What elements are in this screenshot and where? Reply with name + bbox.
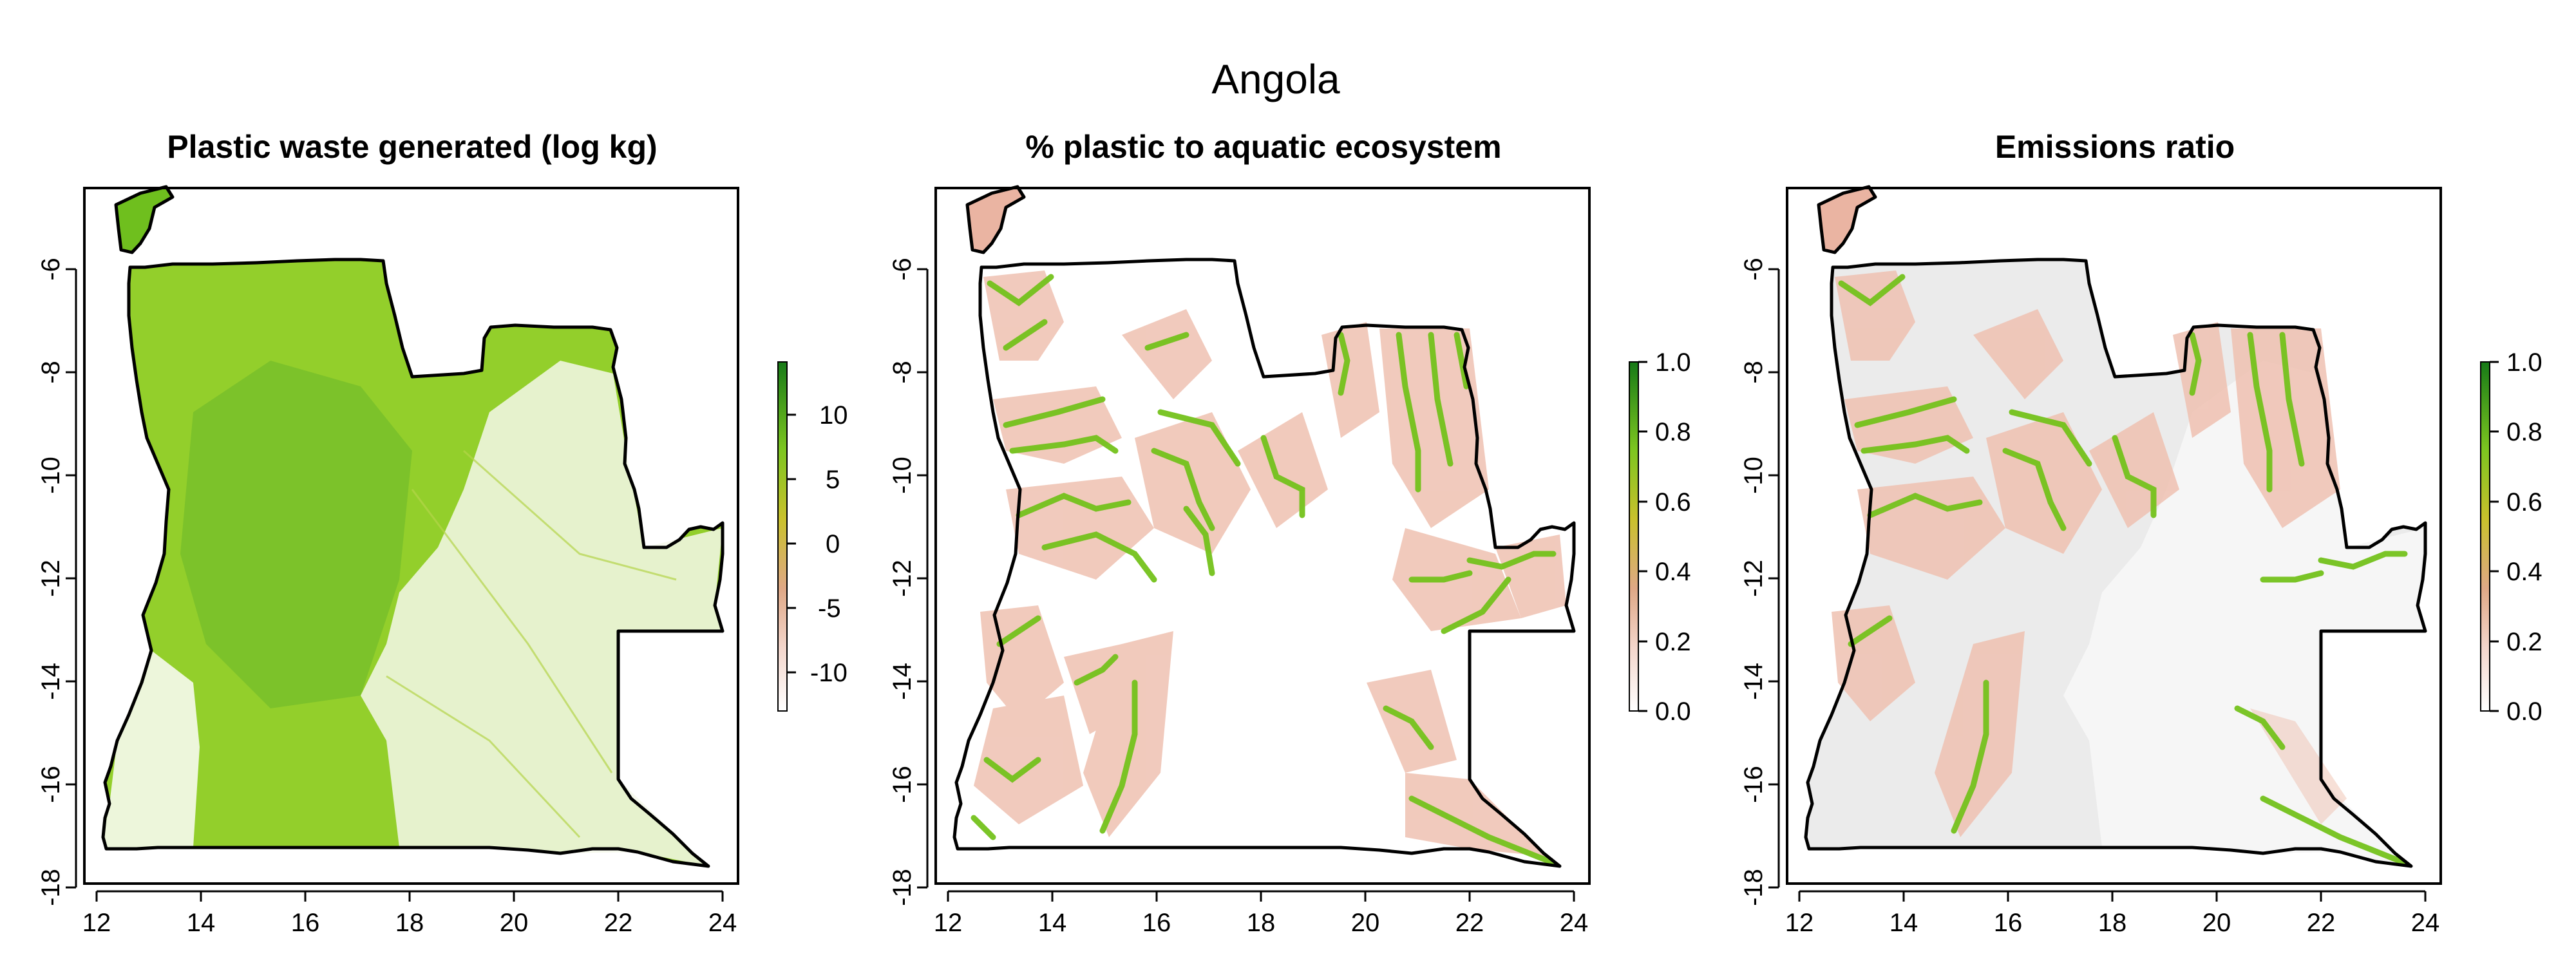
green-lines: [386, 450, 677, 838]
x-tick-label: 22: [1455, 909, 1484, 937]
y-tick-label: -12: [37, 560, 65, 597]
x-tick-label: 18: [1247, 909, 1276, 937]
y-tick-label: -18: [1739, 869, 1768, 906]
figure-title: Angola: [1211, 56, 1340, 102]
x-tick-label: 16: [1994, 909, 2023, 937]
sparse-region-sw: [103, 650, 200, 849]
legend-tick-label: 0.0: [1655, 697, 1691, 726]
plot-frame: [83, 187, 739, 885]
x-tick-label: 14: [1889, 909, 1918, 937]
legend-tick-label: 0.8: [2506, 418, 2543, 446]
color-legend: 1.0 0.8 0.6 0.4 0.2 0.0: [2480, 348, 2543, 726]
y-tick-label: -18: [37, 869, 65, 906]
y-tick-label: -12: [1739, 560, 1768, 597]
x-tick-label: 12: [82, 909, 111, 937]
color-legend: 10 5 0 -5 -10: [777, 361, 848, 712]
panel-aquatic-percent: % plastic to aquatic ecosystem: [888, 129, 1691, 937]
x-axis: 12 14 16 18 20 22 24: [82, 890, 737, 937]
y-tick-label: -16: [888, 766, 916, 803]
y-tick-label: -14: [1739, 663, 1768, 700]
map-area: [1806, 187, 2425, 866]
river-halos: [1832, 270, 2347, 837]
panel-plastic-waste: Plastic waste generated (log kg) 12 14 1…: [37, 129, 848, 937]
x-tick-label: 20: [500, 909, 529, 937]
legend-colorbar: [777, 361, 788, 712]
panel-title: % plastic to aquatic ecosystem: [1025, 129, 1501, 165]
x-tick-label: 24: [1560, 909, 1589, 937]
panel-emissions-ratio: Emissions ratio: [1739, 129, 2543, 937]
y-tick-label: -8: [888, 361, 916, 384]
x-axis: 12 14 16 18 20 22 24: [1785, 890, 2440, 937]
legend-tick-label: 1.0: [1655, 348, 1691, 377]
x-tick-label: 16: [291, 909, 320, 937]
map-area: [103, 187, 723, 866]
plot-frame: [1786, 187, 2442, 885]
legend-tick-label: 0.4: [1655, 558, 1691, 586]
y-tick-label: -6: [37, 258, 65, 281]
legend-colorbar: [1629, 361, 1639, 712]
legend-tick-label: -10: [810, 659, 848, 687]
y-axis: -6 -8 -10 -12 -14 -16 -18: [888, 258, 929, 906]
x-tick-label: 22: [604, 909, 633, 937]
x-tick-label: 24: [2411, 909, 2440, 937]
x-tick-label: 14: [1038, 909, 1067, 937]
y-tick-label: -10: [888, 457, 916, 494]
y-tick-label: -12: [888, 560, 916, 597]
dense-center: [180, 361, 412, 708]
legend-tick-label: 10: [819, 401, 848, 430]
legend-tick-label: 1.0: [2506, 348, 2543, 377]
map-area: [954, 187, 1574, 866]
x-tick-label: 18: [2098, 909, 2127, 937]
y-tick-label: -14: [888, 663, 916, 700]
x-tick-label: 12: [934, 909, 963, 937]
y-tick-label: -8: [37, 361, 65, 384]
rivers: [1838, 274, 2408, 866]
y-tick-label: -6: [888, 258, 916, 281]
x-tick-label: 20: [2202, 909, 2231, 937]
y-axis: -6 -8 -10 -12 -14 -16 -18: [37, 258, 77, 906]
legend-tick-label: 0: [826, 530, 840, 558]
panel-title: Plastic waste generated (log kg): [167, 129, 657, 165]
legend-tick-label: 0.0: [2506, 697, 2543, 726]
y-tick-label: -6: [1739, 258, 1768, 281]
legend-tick-label: 0.2: [2506, 628, 2543, 656]
x-tick-label: 14: [187, 909, 216, 937]
x-tick-label: 12: [1785, 909, 1814, 937]
legend-tick-label: 0.6: [1655, 488, 1691, 516]
legend-tick-label: 0.2: [1655, 628, 1691, 656]
legend-colorbar: [2480, 361, 2490, 712]
y-axis: -6 -8 -10 -12 -14 -16 -18: [1739, 258, 1780, 906]
x-tick-label: 22: [2307, 909, 2336, 937]
y-tick-label: -8: [1739, 361, 1768, 384]
y-tick-label: -16: [37, 766, 65, 803]
legend-tick-label: 5: [826, 466, 840, 494]
x-tick-label: 24: [708, 909, 737, 937]
plot-frame: [934, 187, 1591, 885]
y-tick-label: -14: [37, 663, 65, 700]
panel-title: Emissions ratio: [1995, 129, 2235, 165]
color-legend: 1.0 0.8 0.6 0.4 0.2 0.0: [1629, 348, 1691, 726]
x-tick-label: 16: [1142, 909, 1171, 937]
legend-tick-label: 0.4: [2506, 558, 2543, 586]
x-axis: 12 14 16 18 20 22 24: [934, 890, 1589, 937]
y-tick-label: -10: [1739, 457, 1768, 494]
y-tick-label: -10: [37, 457, 65, 494]
rivers: [971, 274, 1557, 866]
x-tick-label: 18: [395, 909, 424, 937]
x-tick-label: 20: [1351, 909, 1380, 937]
legend-tick-label: 0.6: [2506, 488, 2543, 516]
y-tick-label: -18: [888, 869, 916, 906]
y-tick-label: -16: [1739, 766, 1768, 803]
legend-tick-label: -5: [818, 594, 841, 623]
legend-tick-label: 0.8: [1655, 418, 1691, 446]
